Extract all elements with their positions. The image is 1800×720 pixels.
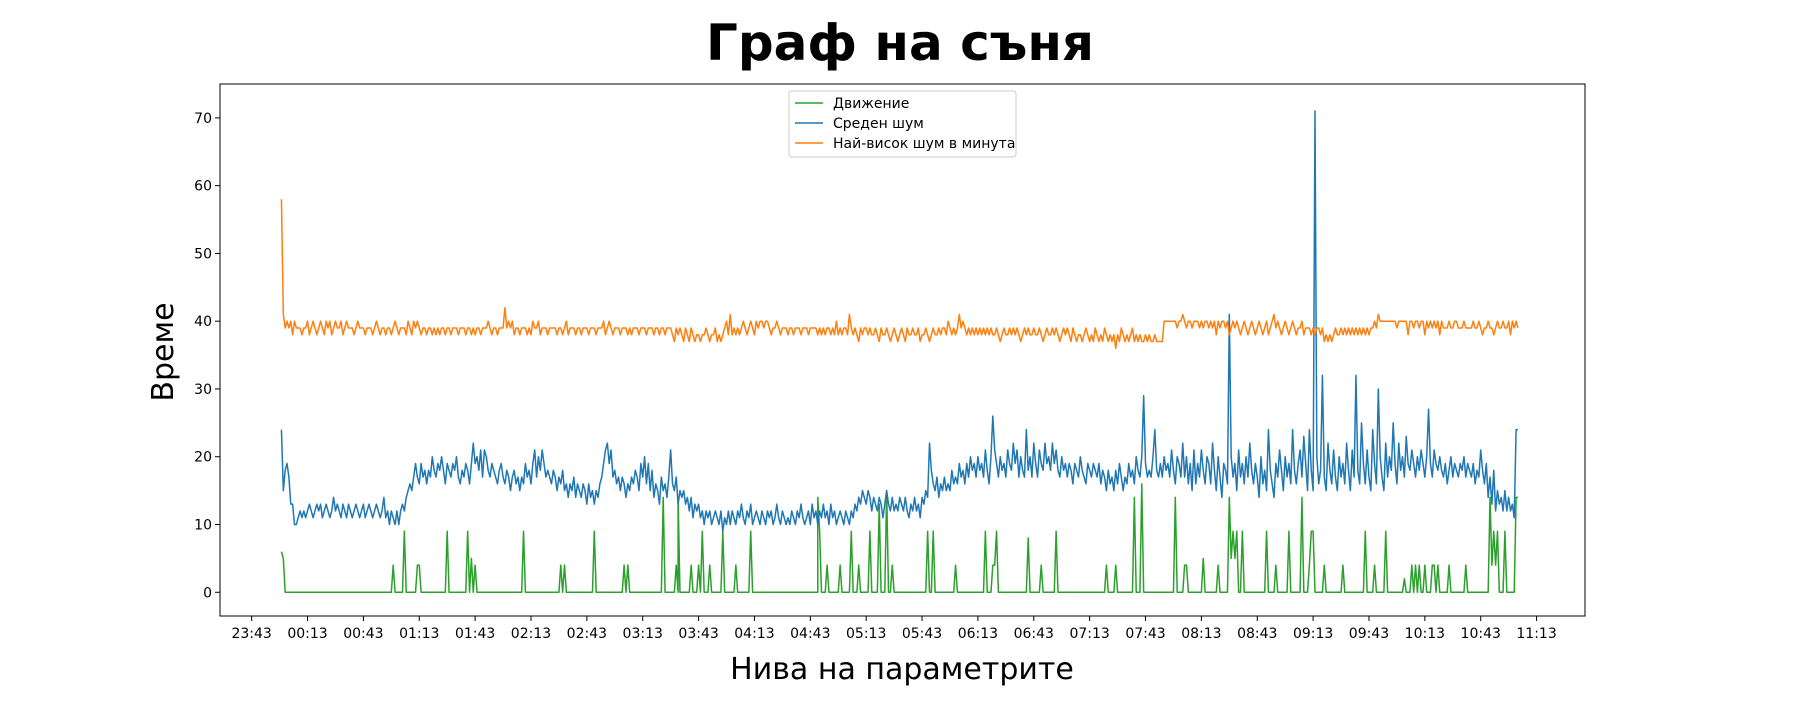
plot-lines <box>280 110 1519 594</box>
x-tick-label: 05:43 <box>902 626 942 642</box>
x-tick-label: 10:13 <box>1405 626 1445 642</box>
x-tick-label: 05:13 <box>846 626 886 642</box>
x-tick-label: 08:43 <box>1237 626 1277 642</box>
x-tick-label: 09:43 <box>1349 626 1389 642</box>
x-axis-label: Нива на параметрите <box>730 652 1074 687</box>
x-tick-label: 01:13 <box>399 626 439 642</box>
x-tick-label: 07:13 <box>1069 626 1109 642</box>
y-axis: 0 10 20 30 40 50 60 70 <box>194 111 220 601</box>
x-axis: 23:43 00:13 00:43 01:13 01:43 02:13 02:43 03:13… <box>231 616 1557 642</box>
y-tick-label: 20 <box>194 450 212 466</box>
legend: Движение Среден шум Най-висок шум в мину… <box>788 90 1017 158</box>
y-tick-label: 60 <box>194 179 212 195</box>
x-tick-label: 23:43 <box>231 626 271 642</box>
y-axis-label: Време <box>146 302 181 401</box>
y-tick-label: 50 <box>194 246 212 262</box>
series-line-average-noise <box>280 110 1518 533</box>
legend-box <box>788 90 1017 158</box>
plot-frame <box>219 83 1586 617</box>
x-tick-label: 02:13 <box>511 626 551 642</box>
x-tick-label: 06:13 <box>958 626 998 642</box>
x-tick-label: 09:13 <box>1293 626 1333 642</box>
x-tick-label: 03:43 <box>678 626 718 642</box>
x-tick-label: 00:43 <box>343 626 383 642</box>
x-tick-label: 11:13 <box>1516 626 1556 642</box>
x-tick-label: 07:43 <box>1125 626 1165 642</box>
series-line-motion <box>280 483 1518 594</box>
y-tick-label: 40 <box>194 314 212 330</box>
x-tick-label: 06:43 <box>1014 626 1054 642</box>
y-tick-label: 30 <box>194 382 212 398</box>
legend-label-peak-noise: Най-висок шум в минута <box>833 136 1015 152</box>
chart-title: Граф на съня <box>706 14 1094 72</box>
x-tick-label: 08:13 <box>1181 626 1221 642</box>
series-line-peak-noise <box>280 199 1519 350</box>
y-tick-label: 0 <box>203 585 212 601</box>
x-tick-label: 02:43 <box>567 626 607 642</box>
y-tick-label: 70 <box>194 111 212 127</box>
x-tick-label: 04:43 <box>790 626 830 642</box>
x-tick-label: 10:43 <box>1461 626 1501 642</box>
y-tick-label: 10 <box>194 518 212 534</box>
x-tick-label: 03:13 <box>623 626 663 642</box>
x-tick-label: 00:13 <box>287 626 327 642</box>
x-tick-label: 04:13 <box>734 626 774 642</box>
legend-label-average-noise: Среден шум <box>833 116 924 132</box>
x-tick-label: 01:43 <box>455 626 495 642</box>
legend-label-motion: Движение <box>833 96 909 112</box>
